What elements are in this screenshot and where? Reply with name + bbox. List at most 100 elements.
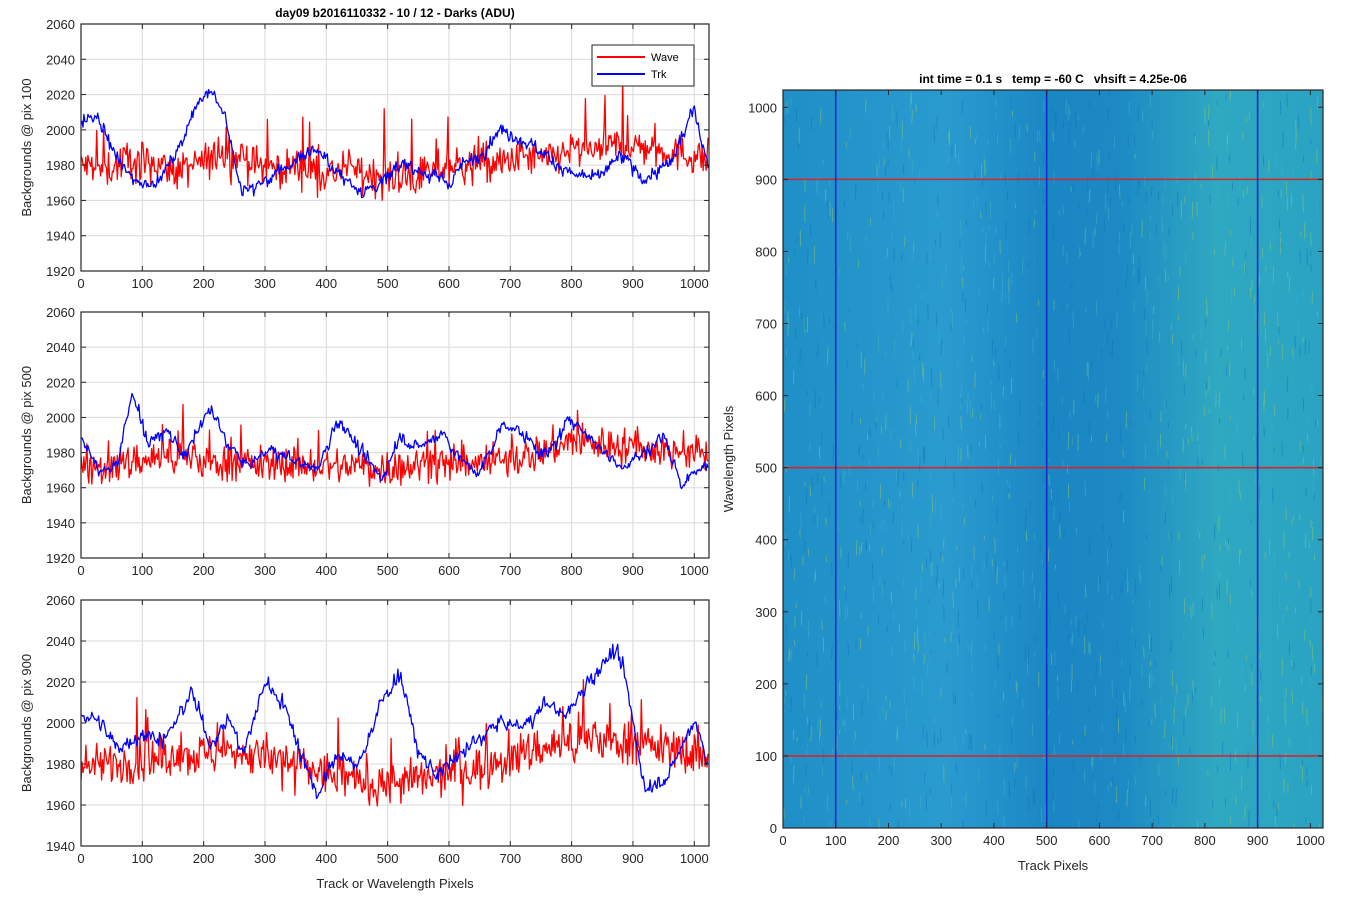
- heatmap-streak: [1209, 194, 1211, 204]
- heatmap-streak: [818, 730, 821, 742]
- heatmap-streak: [913, 632, 916, 650]
- heatmap-streak: [792, 729, 795, 740]
- heatmap-streak: [1143, 477, 1146, 490]
- heatmap-streak: [1048, 474, 1050, 486]
- heatmap-streak: [1052, 131, 1054, 142]
- heatmap-streak: [1056, 675, 1059, 682]
- heatmap-streak: [1019, 604, 1021, 621]
- heatmap-streak: [1245, 654, 1248, 661]
- heatmap-streak: [1110, 350, 1112, 356]
- heatmap-streak: [1152, 305, 1155, 314]
- y-tick-label: 300: [755, 605, 777, 620]
- heatmap-streak: [1125, 281, 1127, 288]
- heatmap-streak: [805, 488, 808, 504]
- heatmap-streak: [1112, 777, 1114, 784]
- heatmap-streak: [1027, 646, 1030, 665]
- heatmap-streak: [883, 581, 886, 586]
- heatmap-streak: [1043, 101, 1045, 113]
- heatmap-streak: [1286, 605, 1288, 611]
- heatmap-streak: [917, 318, 919, 326]
- heatmap-streak: [1044, 497, 1046, 512]
- x-tick-label: 1000: [680, 563, 709, 578]
- heatmap-streak: [1306, 433, 1309, 443]
- heatmap-streak: [1171, 201, 1174, 216]
- x-tick-label: 800: [561, 276, 583, 291]
- heatmap-streak: [1094, 395, 1097, 403]
- heatmap-streak: [1050, 489, 1053, 501]
- heatmap-streak: [1068, 632, 1070, 642]
- plot-backgrounds-pix-500: 0 100 200 300 400 500 600 700 800 900 1000 1920 1940…: [19, 305, 710, 578]
- y-tick-label: 2060: [46, 593, 75, 608]
- heatmap-streak: [1241, 664, 1244, 674]
- heatmap-streak: [1034, 209, 1036, 215]
- heatmap-streak: [1057, 686, 1059, 701]
- heatmap-streak: [1047, 548, 1050, 562]
- heatmap-streak: [915, 103, 917, 113]
- heatmap-streak: [1191, 690, 1194, 703]
- heatmap-streak: [878, 818, 880, 828]
- y-tick-label: 1960: [46, 193, 75, 208]
- heatmap-streak: [903, 686, 905, 704]
- heatmap-streak: [1295, 136, 1297, 150]
- heatmap-streak: [1207, 104, 1210, 120]
- heatmap-streak: [1164, 509, 1167, 526]
- heatmap-streak: [1126, 568, 1129, 583]
- x-tick-label: 600: [438, 851, 460, 866]
- heatmap-streak: [804, 539, 806, 551]
- heatmap-streak: [1305, 226, 1307, 239]
- heatmap-streak: [1088, 538, 1091, 556]
- x-tick-label: 600: [438, 276, 460, 291]
- heatmap-streak: [821, 478, 823, 497]
- heatmap-streak: [1142, 370, 1145, 376]
- heatmap-streak: [806, 651, 809, 656]
- heatmap-streak: [994, 537, 996, 553]
- heatmap-streak: [897, 123, 900, 131]
- heatmap-streak: [913, 653, 915, 663]
- x-tick-label: 100: [131, 851, 153, 866]
- heatmap-streak: [901, 505, 903, 514]
- heatmap-streak: [1296, 293, 1299, 307]
- heatmap-streak: [1053, 506, 1055, 521]
- heatmap-streak: [1063, 527, 1065, 538]
- heatmap-streak: [1271, 733, 1274, 748]
- x-tick-label: 700: [499, 851, 521, 866]
- y-tick-label: 900: [755, 172, 777, 187]
- heatmap-streak: [991, 337, 994, 356]
- heatmap-streak: [1305, 487, 1307, 497]
- y-tick-label: 600: [755, 389, 777, 404]
- heatmap-streak: [983, 159, 986, 176]
- heatmap-streak: [897, 469, 900, 486]
- heatmap-streak: [960, 392, 962, 411]
- heatmap-streak: [980, 404, 983, 410]
- heatmap-streak: [869, 218, 872, 226]
- heatmap-streak: [805, 763, 808, 775]
- heatmap-streak: [913, 366, 916, 382]
- heatmap-streak: [1164, 720, 1166, 738]
- series-line-wave: [81, 679, 709, 807]
- heatmap-streak: [1168, 583, 1171, 599]
- heatmap-streak: [810, 115, 813, 131]
- x-tick-label: 0: [779, 833, 786, 848]
- heatmap-streak: [940, 339, 942, 355]
- heatmap-streak: [955, 763, 958, 773]
- heatmap-streak: [1232, 257, 1234, 267]
- heatmap-streak: [825, 517, 827, 526]
- heatmap-streak: [1294, 335, 1297, 349]
- heatmap-streak: [1067, 431, 1070, 450]
- heatmap-streak: [1053, 359, 1056, 372]
- heatmap-streak: [1285, 572, 1287, 580]
- heatmap-streak: [1184, 423, 1187, 430]
- heatmap-streak: [1161, 194, 1164, 205]
- heatmap-streak: [1072, 310, 1074, 329]
- heatmap-streak: [1201, 459, 1204, 465]
- x-tick-label: 0: [77, 851, 84, 866]
- heatmap-streak: [794, 329, 797, 339]
- heatmap-streak: [885, 164, 887, 177]
- heatmap-streak: [1285, 687, 1287, 699]
- heatmap-streak: [1191, 201, 1194, 220]
- heatmap-streak: [961, 277, 964, 288]
- heatmap-streak: [1058, 733, 1061, 745]
- y-tick-label: 200: [755, 677, 777, 692]
- heatmap-streak: [1028, 261, 1030, 268]
- heatmap-streak: [831, 644, 833, 660]
